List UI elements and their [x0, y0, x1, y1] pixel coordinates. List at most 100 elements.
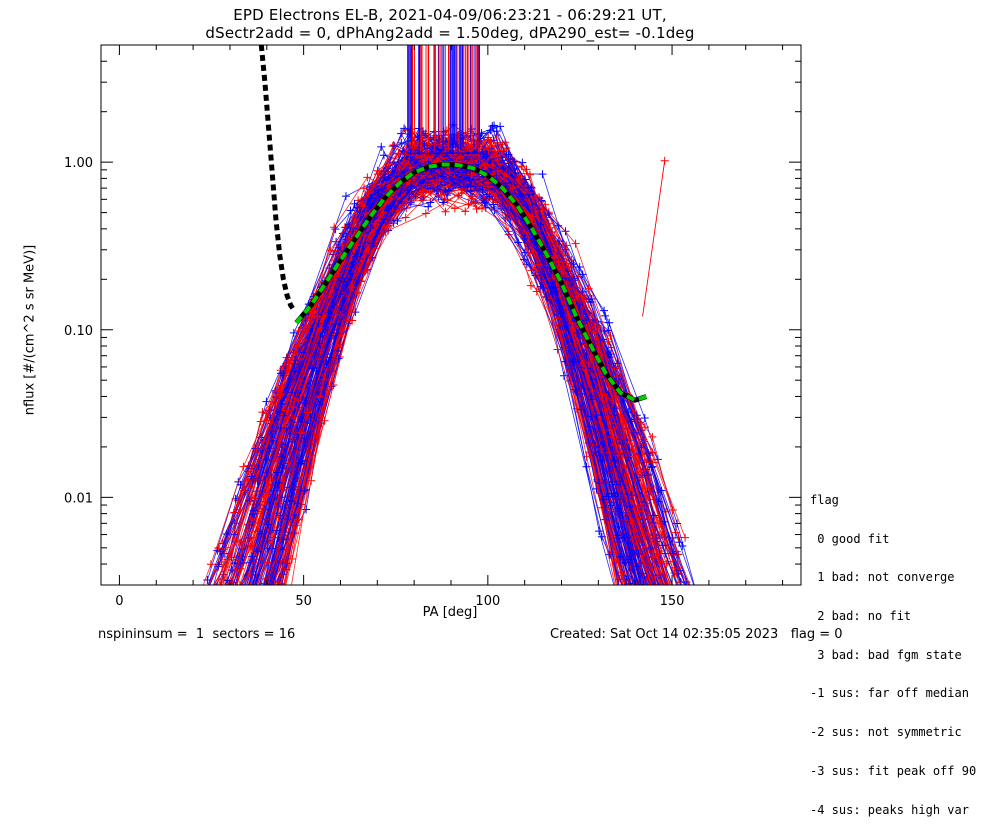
data-point-marker	[639, 604, 647, 612]
data-point-marker	[208, 619, 216, 627]
data-point-marker	[258, 603, 266, 611]
data-point-marker	[272, 611, 280, 619]
data-point-marker	[604, 337, 613, 346]
data-point-marker	[695, 608, 703, 616]
data-point-marker	[629, 535, 638, 544]
y-tick-label: 0.10	[64, 324, 93, 339]
data-point-marker	[621, 613, 629, 621]
data-point-marker	[471, 199, 480, 208]
data-point-marker	[609, 396, 618, 405]
data-point-marker	[644, 471, 653, 480]
data-point-marker	[515, 175, 524, 184]
data-point-marker	[361, 266, 370, 275]
data-point-marker	[525, 190, 534, 199]
data-point-marker	[341, 192, 350, 201]
pitch-angle-plot: 0 50 100 150 0.01 0.10 1.00	[64, 44, 802, 627]
data-point-marker	[626, 516, 635, 525]
data-point-marker	[261, 590, 269, 598]
y-tick-label: 0.01	[64, 491, 93, 506]
data-point-marker	[624, 453, 633, 462]
data-point-marker	[599, 495, 608, 504]
data-point-marker	[670, 569, 679, 578]
data-point-marker	[348, 316, 357, 325]
data-point-marker	[484, 145, 493, 154]
x-axis-label: PA [deg]	[422, 605, 478, 620]
data-point-marker	[184, 616, 192, 624]
data-point-marker	[277, 579, 286, 585]
data-point-marker	[624, 476, 633, 485]
data-point-marker	[295, 428, 304, 437]
data-point-marker	[514, 238, 523, 247]
data-point-marker	[673, 563, 682, 572]
data-point-marker	[353, 203, 362, 212]
data-point-marker	[592, 410, 601, 419]
legend-title: flag	[810, 492, 839, 507]
data-point-marker	[555, 301, 564, 310]
data-point-marker	[619, 608, 627, 616]
data-point-marker	[626, 617, 634, 625]
data-point-marker	[610, 404, 619, 413]
data-point-marker	[649, 596, 657, 604]
data-point-marker	[627, 599, 635, 607]
data-point-marker	[326, 246, 335, 255]
data-point-marker	[229, 597, 237, 605]
legend-item-2: 2 bad: no fit	[810, 608, 912, 623]
legend-item-4: -1 sus: far off median	[810, 686, 969, 701]
data-point-marker	[560, 371, 569, 380]
data-point-marker	[284, 358, 293, 367]
data-point-marker	[307, 476, 316, 485]
data-point-marker	[222, 530, 231, 539]
data-point-marker	[666, 611, 674, 619]
data-point-marker	[682, 617, 690, 625]
data-point-marker	[302, 505, 311, 514]
data-point-marker	[613, 373, 622, 382]
legend-item-5: -2 sus: not symmetric	[810, 725, 962, 740]
data-point-marker	[225, 606, 233, 614]
footer-spin-info: nspininsum = 1 sectors = 16	[98, 627, 296, 642]
data-point-marker	[400, 124, 409, 133]
data-point-marker	[206, 605, 214, 613]
data-point-marker	[222, 610, 230, 618]
data-point-marker	[314, 319, 323, 328]
data-point-marker	[582, 462, 591, 471]
data-point-marker	[639, 606, 647, 614]
data-point-marker	[595, 527, 604, 536]
data-point-marker	[480, 199, 489, 208]
data-point-marker	[262, 477, 271, 486]
legend-item-1: 1 bad: not converge	[810, 570, 955, 585]
data-point-marker	[616, 552, 625, 561]
data-point-marker	[273, 468, 282, 477]
data-point-marker	[289, 328, 298, 337]
data-point-marker	[251, 584, 253, 585]
data-point-marker	[650, 612, 658, 620]
data-point-marker	[393, 216, 402, 225]
data-point-marker	[534, 260, 543, 269]
spectrum-curves	[184, 45, 703, 627]
data-point-marker	[364, 189, 373, 198]
peak-plateau	[406, 140, 489, 154]
data-point-marker	[265, 535, 274, 544]
data-point-marker	[432, 187, 441, 196]
data-point-marker	[584, 284, 593, 293]
data-point-marker	[633, 614, 641, 622]
data-point-marker	[584, 422, 593, 431]
data-point-marker	[312, 366, 321, 375]
data-point-marker	[538, 170, 547, 179]
data-point-marker	[206, 560, 215, 569]
data-point-marker	[617, 606, 625, 614]
data-point-marker	[492, 171, 501, 180]
data-point-marker	[633, 467, 642, 476]
data-point-marker	[542, 293, 551, 302]
data-point-marker	[226, 601, 234, 609]
data-point-marker	[615, 600, 623, 608]
data-point-marker	[467, 170, 476, 179]
data-point-marker	[606, 331, 615, 340]
data-point-marker	[648, 458, 657, 467]
data-point-marker	[478, 150, 487, 159]
data-point-marker	[325, 313, 334, 322]
data-point-marker	[382, 222, 391, 231]
data-point-marker	[674, 533, 683, 542]
data-point-marker	[496, 122, 505, 131]
data-point-marker	[439, 183, 448, 192]
data-point-marker	[570, 339, 579, 348]
